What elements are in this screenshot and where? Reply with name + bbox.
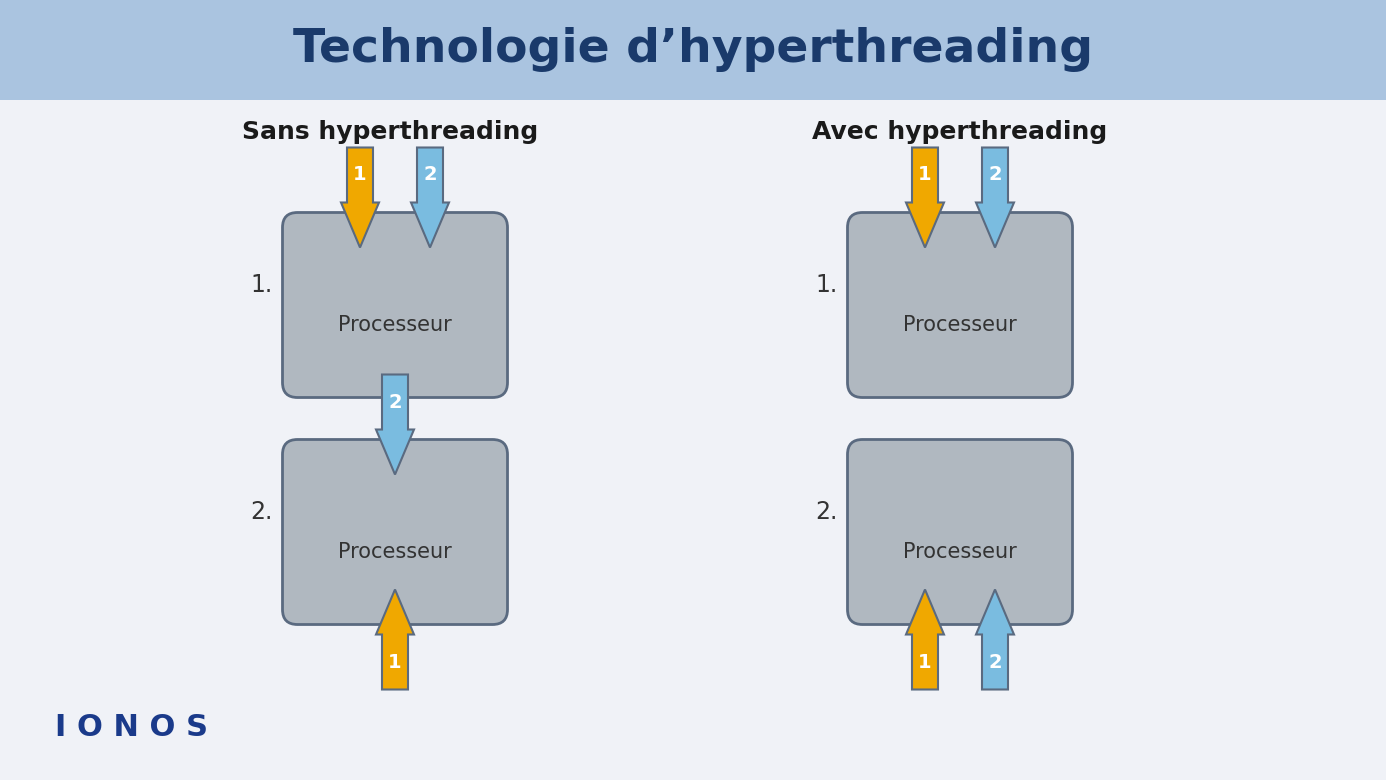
- Text: Avec hyperthreading: Avec hyperthreading: [812, 120, 1107, 144]
- FancyArrow shape: [976, 590, 1015, 690]
- Text: 1: 1: [388, 653, 402, 672]
- Text: 1.: 1.: [815, 273, 837, 297]
- FancyArrow shape: [412, 147, 449, 247]
- Text: 2.: 2.: [815, 500, 837, 524]
- Text: 2: 2: [988, 165, 1002, 185]
- Text: 1: 1: [918, 653, 931, 672]
- Text: Processeur: Processeur: [904, 315, 1017, 335]
- Text: 2: 2: [988, 653, 1002, 672]
- Text: Technologie d’hyperthreading: Technologie d’hyperthreading: [292, 27, 1094, 73]
- FancyBboxPatch shape: [847, 212, 1073, 398]
- Text: 2: 2: [423, 165, 437, 185]
- FancyArrow shape: [341, 147, 378, 247]
- Text: 1: 1: [918, 165, 931, 185]
- Text: Processeur: Processeur: [904, 542, 1017, 562]
- Text: Sans hyperthreading: Sans hyperthreading: [243, 120, 538, 144]
- FancyArrow shape: [376, 374, 414, 474]
- FancyArrow shape: [906, 590, 944, 690]
- FancyBboxPatch shape: [283, 439, 507, 625]
- FancyArrow shape: [906, 147, 944, 247]
- Text: 2: 2: [388, 392, 402, 412]
- FancyBboxPatch shape: [847, 439, 1073, 625]
- FancyArrow shape: [976, 147, 1015, 247]
- Text: I O N O S: I O N O S: [55, 714, 208, 743]
- Text: Processeur: Processeur: [338, 315, 452, 335]
- Text: 2.: 2.: [249, 500, 273, 524]
- Text: 1: 1: [353, 165, 367, 185]
- Text: 1.: 1.: [249, 273, 272, 297]
- FancyBboxPatch shape: [283, 212, 507, 398]
- Text: Processeur: Processeur: [338, 542, 452, 562]
- FancyArrow shape: [376, 590, 414, 690]
- FancyBboxPatch shape: [0, 0, 1386, 100]
